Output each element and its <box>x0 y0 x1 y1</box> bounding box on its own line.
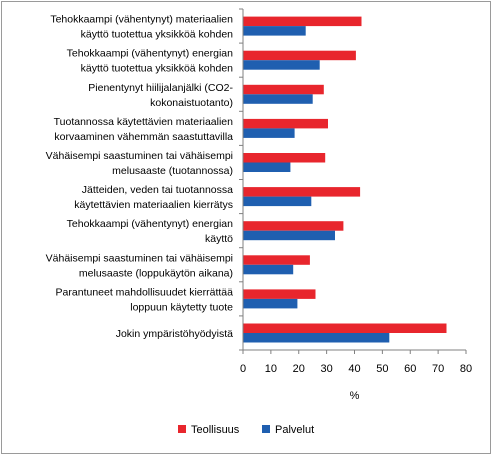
category-label-line: Tehokkaampi (vähentynyt) energian <box>67 218 234 230</box>
bar-palvelut-4 <box>243 162 291 172</box>
bar-palvelut-5 <box>243 196 312 207</box>
bar-palvelut-9 <box>243 333 390 343</box>
x-tick-label-40: 40 <box>348 363 360 375</box>
x-axis-title: % <box>350 390 360 402</box>
category-label-line: Vähäisempi saastuminen tai vähäisempi <box>46 150 233 162</box>
x-tick-label-30: 30 <box>321 363 333 375</box>
category-label-line: Jätteiden, veden tai tuotannossa <box>82 184 233 196</box>
x-tick-label-20: 20 <box>293 363 305 375</box>
bar-teollisuus-4 <box>243 153 326 163</box>
bar-teollisuus-2 <box>243 84 324 95</box>
category-label-line: käyttö <box>205 233 233 245</box>
category-label-2: Pienentynyt hiilijalanjälki (CO2- kokonai… <box>88 82 233 109</box>
category-label-line: Tehokkaampi (vähentynyt) materiaalien <box>50 14 233 26</box>
bar-palvelut-2 <box>243 94 313 104</box>
bar-palvelut-6 <box>243 230 335 241</box>
x-tick-label-10: 10 <box>265 363 277 375</box>
category-label-line: Jokin ympäristöhyödyistä <box>116 328 233 340</box>
bar-palvelut-3 <box>243 128 295 138</box>
legend-label-teollisuus: Teollisuus <box>191 424 240 436</box>
category-label-0: Tehokkaampi (vähentynyt) materiaalien käy… <box>50 14 233 41</box>
bar-palvelut-8 <box>243 298 298 309</box>
bar-teollisuus-7 <box>243 255 310 265</box>
category-label-8: Parantuneet mahdollisuudet kierrättää lop… <box>56 286 234 313</box>
category-label-6: Tehokkaampi (vähentynyt) energian käyttö <box>67 218 234 245</box>
category-label-1: Tehokkaampi (vähentynyt) energian käyttö … <box>67 48 234 75</box>
category-label-line: Pienentynyt hiilijalanjälki (CO2- <box>88 82 233 94</box>
bar-teollisuus-8 <box>243 289 316 299</box>
category-label-9: Jokin ympäristöhyödyistä <box>116 328 233 340</box>
category-label-line: melusaaste (loppukäytön aikana) <box>79 267 233 279</box>
bar-teollisuus-0 <box>243 16 362 27</box>
category-label-line: Vähäisempi saastuminen tai vähäisempi <box>46 252 233 264</box>
category-label-line: loppuun käytetty tuote <box>130 301 233 313</box>
category-label-line: Parantuneet mahdollisuudet kierrättää <box>56 286 234 298</box>
category-label-5: Jätteiden, veden tai tuotannossa käytettä… <box>74 184 233 211</box>
legend-swatch-teollisuus <box>178 425 186 433</box>
category-label-4: Vähäisempi saastuminen tai vähäisempi mel… <box>46 150 233 177</box>
bar-palvelut-7 <box>243 264 294 275</box>
x-tick-label-50: 50 <box>376 363 388 375</box>
category-label-line: Tuotannossa käytettävien materiaalien <box>54 116 234 128</box>
bar-teollisuus-5 <box>243 187 361 197</box>
bar-teollisuus-6 <box>243 221 344 231</box>
legend-label-palvelut: Palvelut <box>275 424 314 436</box>
bar-palvelut-1 <box>243 60 320 70</box>
category-label-line: käyttö tuotettua yksikköä kohden <box>81 29 234 41</box>
category-label-line: melusaaste (tuotannossa) <box>112 165 233 177</box>
x-tick-label-60: 60 <box>404 363 416 375</box>
category-label-line: korvaaminen vähemmän saastuttavilla <box>54 131 233 143</box>
category-label-line: käyttö tuotettua yksikköä kohden <box>81 63 234 75</box>
x-tick-label-0: 0 <box>240 363 246 375</box>
legend-swatch-palvelut <box>262 425 270 433</box>
bar-teollisuus-1 <box>243 50 356 61</box>
bar-palvelut-0 <box>243 26 306 36</box>
category-label-line: käytettävien materiaalien kierrätys <box>74 199 233 211</box>
bar-teollisuus-3 <box>243 118 328 129</box>
x-tick-label-70: 70 <box>432 363 444 375</box>
category-label-3: Tuotannossa käytettävien materiaalien kor… <box>54 116 234 143</box>
bar-teollisuus-9 <box>243 323 447 333</box>
category-label-7: Vähäisempi saastuminen tai vähäisempi mel… <box>46 252 233 279</box>
category-label-line: Tehokkaampi (vähentynyt) energian <box>67 48 234 60</box>
x-tick-label-80: 80 <box>460 363 472 375</box>
category-label-line: kokonaistuotanto) <box>150 97 233 109</box>
